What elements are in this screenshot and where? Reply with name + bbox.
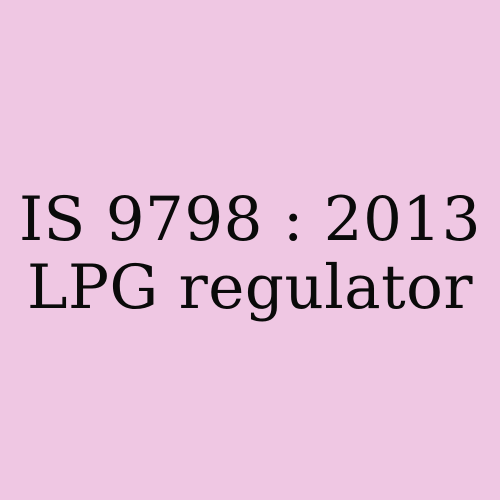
title-text-block: IS 9798 : 2013 LPG regulator [0,186,500,322]
product-name-line: LPG regulator [26,252,474,323]
standard-number-line: IS 9798 : 2013 [18,184,482,255]
